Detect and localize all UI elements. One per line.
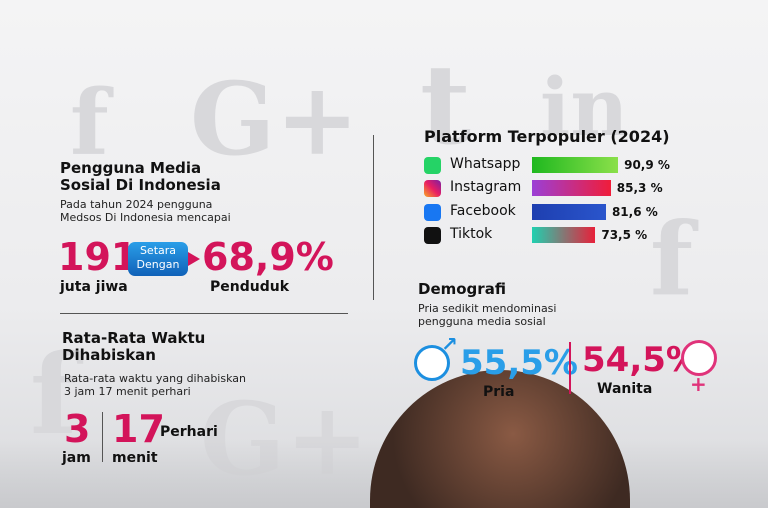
divider bbox=[102, 412, 103, 462]
divider bbox=[373, 135, 374, 300]
time-title: Rata-Rata Waktu Dihabiskan bbox=[62, 329, 206, 364]
male-value: 55,5% bbox=[460, 343, 578, 383]
time-minutes: 17 bbox=[112, 407, 165, 451]
chart-title: Platform Terpopuler (2024) bbox=[424, 127, 670, 146]
users-count-unit: juta jiwa bbox=[60, 279, 128, 295]
demo-title: Demografi bbox=[418, 280, 506, 298]
platform-name: Instagram bbox=[450, 179, 522, 196]
female-value: 54,5% bbox=[582, 340, 700, 380]
platform-name: Tiktok bbox=[450, 225, 493, 242]
users-text: Pada tahun 2024 pengguna Medsos Di Indone… bbox=[60, 198, 231, 224]
time-minutes-unit: menit bbox=[112, 450, 158, 466]
platform-icon bbox=[424, 157, 441, 174]
platform-icon bbox=[424, 226, 441, 244]
bg-icon: f bbox=[70, 70, 109, 176]
male-label: Pria bbox=[483, 384, 515, 400]
users-share: 68,9% bbox=[202, 235, 334, 279]
platform-name: Whatsapp bbox=[450, 156, 521, 172]
platform-name: Facebook bbox=[450, 202, 516, 219]
bar bbox=[532, 157, 619, 173]
time-hours-unit: jam bbox=[62, 450, 91, 466]
users-share-unit: Penduduk bbox=[210, 279, 290, 295]
value-label: 81,6 % bbox=[611, 204, 658, 219]
arrow bbox=[188, 252, 200, 266]
value-label: 90,9 % bbox=[624, 158, 670, 172]
female-icon bbox=[681, 340, 717, 376]
female-label: Wanita bbox=[597, 381, 653, 397]
female-cross: + bbox=[690, 372, 707, 396]
bar bbox=[532, 180, 611, 197]
users-count: 191 bbox=[58, 235, 138, 279]
platform-icon bbox=[424, 180, 441, 198]
bg-icon: t bbox=[420, 40, 471, 169]
badge: Setara Dengan bbox=[128, 242, 188, 276]
bg-icon: f bbox=[650, 200, 694, 318]
platform-icon bbox=[424, 203, 441, 221]
value-label: 73,5 % bbox=[601, 227, 648, 242]
bg-icon: in bbox=[540, 60, 629, 154]
demo-text: Pria sedikit mendominasi pengguna media s… bbox=[418, 302, 557, 328]
divider bbox=[60, 313, 348, 314]
users-title: Pengguna Media Sosial Di Indonesia bbox=[60, 159, 221, 194]
time-text: Rata-rata waktu yang dihabiskan 3 jam 17 … bbox=[64, 372, 246, 398]
time-hours: 3 bbox=[64, 407, 91, 451]
divider bbox=[569, 342, 571, 394]
male-arrow: ↗ bbox=[441, 332, 458, 356]
male-icon bbox=[414, 345, 450, 381]
bg-icon: f bbox=[30, 330, 78, 459]
bar bbox=[532, 203, 606, 220]
time-per: Perhari bbox=[160, 424, 218, 440]
bg-icon: G+ bbox=[190, 60, 360, 178]
bar bbox=[532, 226, 596, 243]
value-label: 85,3 % bbox=[616, 181, 663, 196]
